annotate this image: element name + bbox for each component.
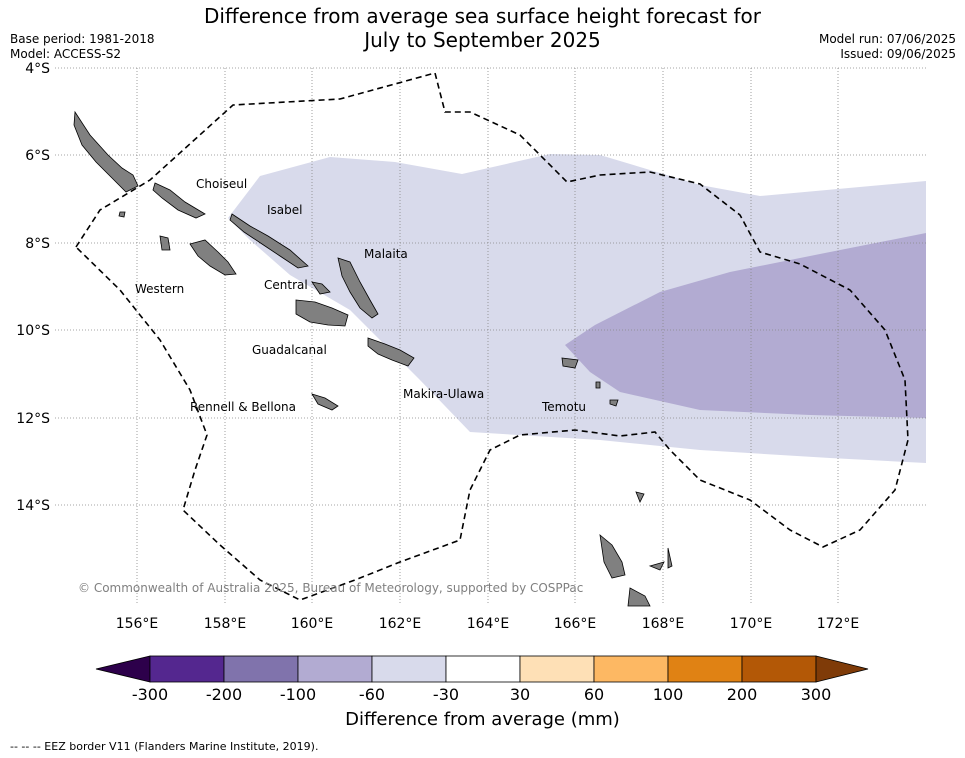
colorbar-tick-label: -60 bbox=[359, 685, 385, 704]
vanuatu-ambae bbox=[648, 561, 665, 571]
region-label-western: Western bbox=[135, 282, 184, 296]
latitude-gridlines bbox=[55, 67, 926, 506]
lon-label: 162°E bbox=[379, 616, 422, 632]
base-period: Base period: 1981-2018 bbox=[10, 32, 155, 46]
colorbar-tick-label: -200 bbox=[206, 685, 242, 704]
vella-lavella-island bbox=[159, 235, 171, 251]
region-label-temotu: Temotu bbox=[541, 400, 586, 414]
lon-label: 168°E bbox=[642, 616, 685, 632]
longitude-gridlines bbox=[136, 68, 839, 605]
colorbar-segment bbox=[297, 655, 373, 683]
colorbar-tick-label: 30 bbox=[510, 685, 530, 704]
lat-label: 8°S bbox=[25, 236, 50, 252]
land-masses bbox=[73, 110, 673, 607]
isabel-island bbox=[229, 213, 309, 269]
region-label-malaita: Malaita bbox=[364, 247, 408, 261]
lon-label: 166°E bbox=[554, 616, 597, 632]
region-label-guadalcanal: Guadalcanal bbox=[252, 343, 327, 357]
lon-label: 160°E bbox=[291, 616, 334, 632]
colorbar-segment bbox=[667, 655, 743, 683]
eez-border bbox=[74, 72, 909, 601]
santa-cruz-island bbox=[561, 357, 579, 369]
vanuatu-malakula bbox=[627, 587, 651, 607]
rennell-island bbox=[311, 393, 339, 411]
malaita-island bbox=[337, 257, 379, 319]
colorbar-segment bbox=[593, 655, 669, 683]
model-run: Model run: 07/06/2025 bbox=[818, 32, 956, 46]
lat-label: 14°S bbox=[16, 498, 50, 514]
region-label-rennell-bellona: Rennell & Bellona bbox=[190, 400, 296, 414]
colorbar-tick-label: 200 bbox=[727, 685, 758, 704]
lat-label: 6°S bbox=[25, 148, 50, 164]
colorbar-tick-label: 100 bbox=[653, 685, 684, 704]
makira-island bbox=[367, 337, 415, 367]
colorbar-tick-label: -100 bbox=[280, 685, 316, 704]
vanuatu-banks bbox=[635, 491, 645, 503]
colorbar-tick-label: -30 bbox=[433, 685, 459, 704]
issued-date: Issued: 09/06/2025 bbox=[840, 47, 956, 61]
colorbar-segment bbox=[149, 655, 225, 683]
lat-label: 10°S bbox=[16, 323, 50, 339]
small-island-2 bbox=[609, 399, 619, 407]
eez-border-legend: -- -- -- EEZ border V11 (Flanders Marine… bbox=[10, 740, 319, 753]
colorbar-segment bbox=[519, 655, 595, 683]
lat-label: 4°S bbox=[25, 61, 50, 77]
colorbar-segment bbox=[741, 655, 817, 683]
region-label-isabel: Isabel bbox=[267, 203, 302, 217]
region-label-central: Central bbox=[264, 278, 308, 292]
colorbar-tick-label: -300 bbox=[132, 685, 168, 704]
small-island-1 bbox=[595, 381, 601, 389]
lat-label: 12°S bbox=[16, 411, 50, 427]
choiseul-island bbox=[152, 182, 206, 219]
new-georgia-group bbox=[189, 239, 237, 276]
colorbar-segment bbox=[223, 655, 299, 683]
lon-label: 156°E bbox=[116, 616, 159, 632]
colorbar-over-arrow bbox=[815, 655, 869, 683]
colorbar-tick-label: 300 bbox=[801, 685, 832, 704]
copyright-notice: © Commonwealth of Australia 2025, Bureau… bbox=[78, 581, 583, 595]
anomaly-area-medium bbox=[565, 233, 926, 418]
central-islands bbox=[311, 281, 331, 295]
lon-label: 158°E bbox=[204, 616, 247, 632]
lon-label: 164°E bbox=[467, 616, 510, 632]
colorbar-under-arrow bbox=[95, 655, 151, 683]
title-line-1: Difference from average sea surface heig… bbox=[203, 4, 762, 28]
vanuatu-espiritu-santo bbox=[599, 534, 626, 579]
colorbar: -300 -200 -100 -60 -30 30 60 100 200 300 bbox=[95, 655, 869, 704]
guadalcanal-island bbox=[295, 299, 349, 327]
lon-label: 170°E bbox=[730, 616, 773, 632]
title-line-2: July to September 2025 bbox=[364, 28, 601, 52]
region-label-makira-ulawa: Makira-Ulawa bbox=[403, 387, 484, 401]
colorbar-segment bbox=[371, 655, 447, 683]
region-label-choiseul: Choiseul bbox=[196, 177, 247, 191]
colorbar-tick-label: 60 bbox=[584, 685, 604, 704]
vanuatu-pentecost bbox=[667, 547, 673, 569]
lon-label: 172°E bbox=[817, 616, 860, 632]
small-island-3 bbox=[118, 211, 126, 218]
model-name: Model: ACCESS-S2 bbox=[10, 47, 122, 61]
colorbar-title: Difference from average (mm) bbox=[345, 709, 620, 730]
colorbar-segment bbox=[445, 655, 521, 683]
bougainville-island bbox=[73, 110, 139, 193]
